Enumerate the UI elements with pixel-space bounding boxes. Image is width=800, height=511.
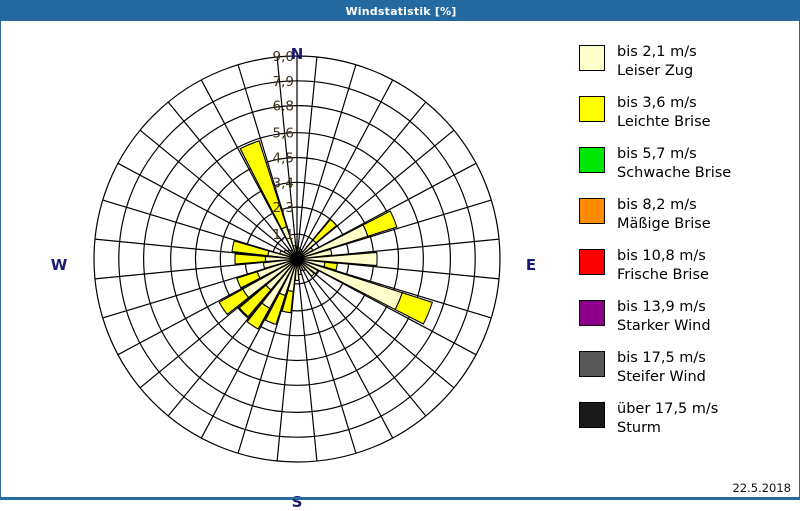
wind-rose-sector: [281, 289, 294, 314]
legend-label: über 17,5 m/s Sturm: [617, 400, 718, 438]
wind-rose-sector: [239, 140, 288, 230]
legend-color-swatch: [579, 147, 605, 173]
wind-rose-sector: [236, 271, 261, 289]
legend-item: bis 17,5 m/s Steifer Wind: [567, 349, 800, 391]
legend-speed: bis 8,2 m/s: [617, 197, 697, 213]
legend-name: Frische Brise: [617, 267, 709, 284]
legend-name: Starker Wind: [617, 318, 711, 335]
wind-rose-sector: [362, 210, 398, 237]
legend-name: Steifer Wind: [617, 369, 706, 386]
radial-tick-label: 6,8: [273, 99, 294, 115]
compass-label-east: E: [525, 256, 537, 274]
radial-tick-label: 4,5: [273, 151, 294, 167]
radial-tick-label: 5,6: [273, 126, 294, 142]
legend-speed: bis 3,6 m/s: [617, 95, 697, 111]
legend-color-swatch: [579, 300, 605, 326]
legend-item: bis 8,2 m/s Mäßige Brise: [567, 196, 800, 238]
legend-label: bis 13,9 m/s Starker Wind: [617, 298, 711, 336]
legend-color-swatch: [579, 249, 605, 275]
legend-label: bis 10,8 m/s Frische Brise: [617, 247, 709, 285]
legend-item: bis 5,7 m/s Schwache Brise: [567, 145, 800, 187]
legend-color-swatch: [579, 96, 605, 122]
legend-speed: bis 5,7 m/s: [617, 146, 697, 162]
legend-item: bis 10,8 m/s Frische Brise: [567, 247, 800, 289]
legend-color-swatch: [579, 198, 605, 224]
date-stamp: 22.5.2018: [732, 481, 791, 495]
wind-rose-sector: [294, 258, 300, 281]
legend-label: bis 3,6 m/s Leichte Brise: [617, 94, 711, 132]
window-title: Windstatistik [%]: [345, 4, 457, 18]
wind-rose-sector: [246, 302, 271, 330]
legend-label: bis 2,1 m/s Leiser Zug: [617, 43, 697, 81]
legend-speed: bis 13,9 m/s: [617, 299, 706, 315]
wind-rose-sector: [296, 258, 315, 277]
wind-rose-sector: [312, 218, 338, 244]
wind-rose-sector: [264, 292, 286, 326]
wind-rose-sector: [394, 292, 434, 325]
legend-name: Mäßige Brise: [617, 216, 711, 233]
legend-color-swatch: [579, 45, 605, 71]
legend-speed: über 17,5 m/s: [617, 401, 719, 417]
wind-rose-sector: [218, 288, 250, 316]
legend-color-swatch: [579, 402, 605, 428]
legend-speed: bis 17,5 m/s: [617, 350, 706, 366]
window-title-bar: Windstatistik [%]: [1, 1, 800, 21]
compass-label-south: S: [291, 493, 303, 511]
legend-item: bis 13,9 m/s Starker Wind: [567, 298, 800, 340]
wind-rose-sector: [323, 261, 338, 271]
radial-tick-label: 3,4: [273, 175, 294, 191]
wind-rose-sector: [296, 251, 378, 267]
footer-divider: [1, 497, 800, 499]
legend-speed: bis 2,1 m/s: [617, 44, 697, 60]
legend: bis 2,1 m/s Leiser Zug bis 3,6 m/s Leichte …: [567, 21, 800, 476]
wind-rose-sector: [296, 248, 333, 260]
radial-tick-label: 9,0: [273, 49, 294, 65]
legend-item: bis 3,6 m/s Leichte Brise: [567, 94, 800, 136]
wind-rose-sector: [238, 284, 272, 318]
legend-item: über 17,5 m/s Sturm: [567, 400, 800, 442]
legend-name: Schwache Brise: [617, 165, 732, 182]
compass-label-west: W: [50, 256, 68, 274]
legend-item: bis 2,1 m/s Leiser Zug: [567, 43, 800, 85]
wind-rose-svg: 1,1 2,3 3,4 4,5 5,6 6,8 7,9 9,0: [93, 49, 501, 463]
compass-label-north: N: [290, 45, 304, 63]
radial-tick-label: 2,3: [273, 200, 294, 216]
legend-name: Leichte Brise: [617, 114, 711, 131]
legend-color-swatch: [579, 351, 605, 377]
wind-rose-sector: [292, 244, 298, 260]
wind-rose-petals: [218, 140, 434, 330]
legend-name: Sturm: [617, 420, 661, 437]
wind-rose-sector: [234, 253, 267, 265]
radial-tick-label: 7,9: [273, 74, 294, 90]
legend-label: bis 5,7 m/s Schwache Brise: [617, 145, 731, 183]
wind-rose-sector: [296, 247, 314, 260]
radial-tick-labels: 1,1 2,3 3,4 4,5 5,6 6,8 7,9 9,0: [273, 49, 294, 243]
legend-speed: bis 10,8 m/s: [617, 248, 706, 264]
wind-rose-sector: [262, 258, 298, 269]
legend-label: bis 8,2 m/s Mäßige Brise: [617, 196, 711, 234]
legend-name: Leiser Zug: [617, 63, 694, 80]
legend-label: bis 17,5 m/s Steifer Wind: [617, 349, 706, 387]
wind-rose-plot: 1,1 2,3 3,4 4,5 5,6 6,8 7,9 9,0 N E S W: [1, 21, 567, 511]
wind-rose-sector: [231, 240, 270, 257]
radial-tick-label: 1,1: [273, 227, 294, 243]
